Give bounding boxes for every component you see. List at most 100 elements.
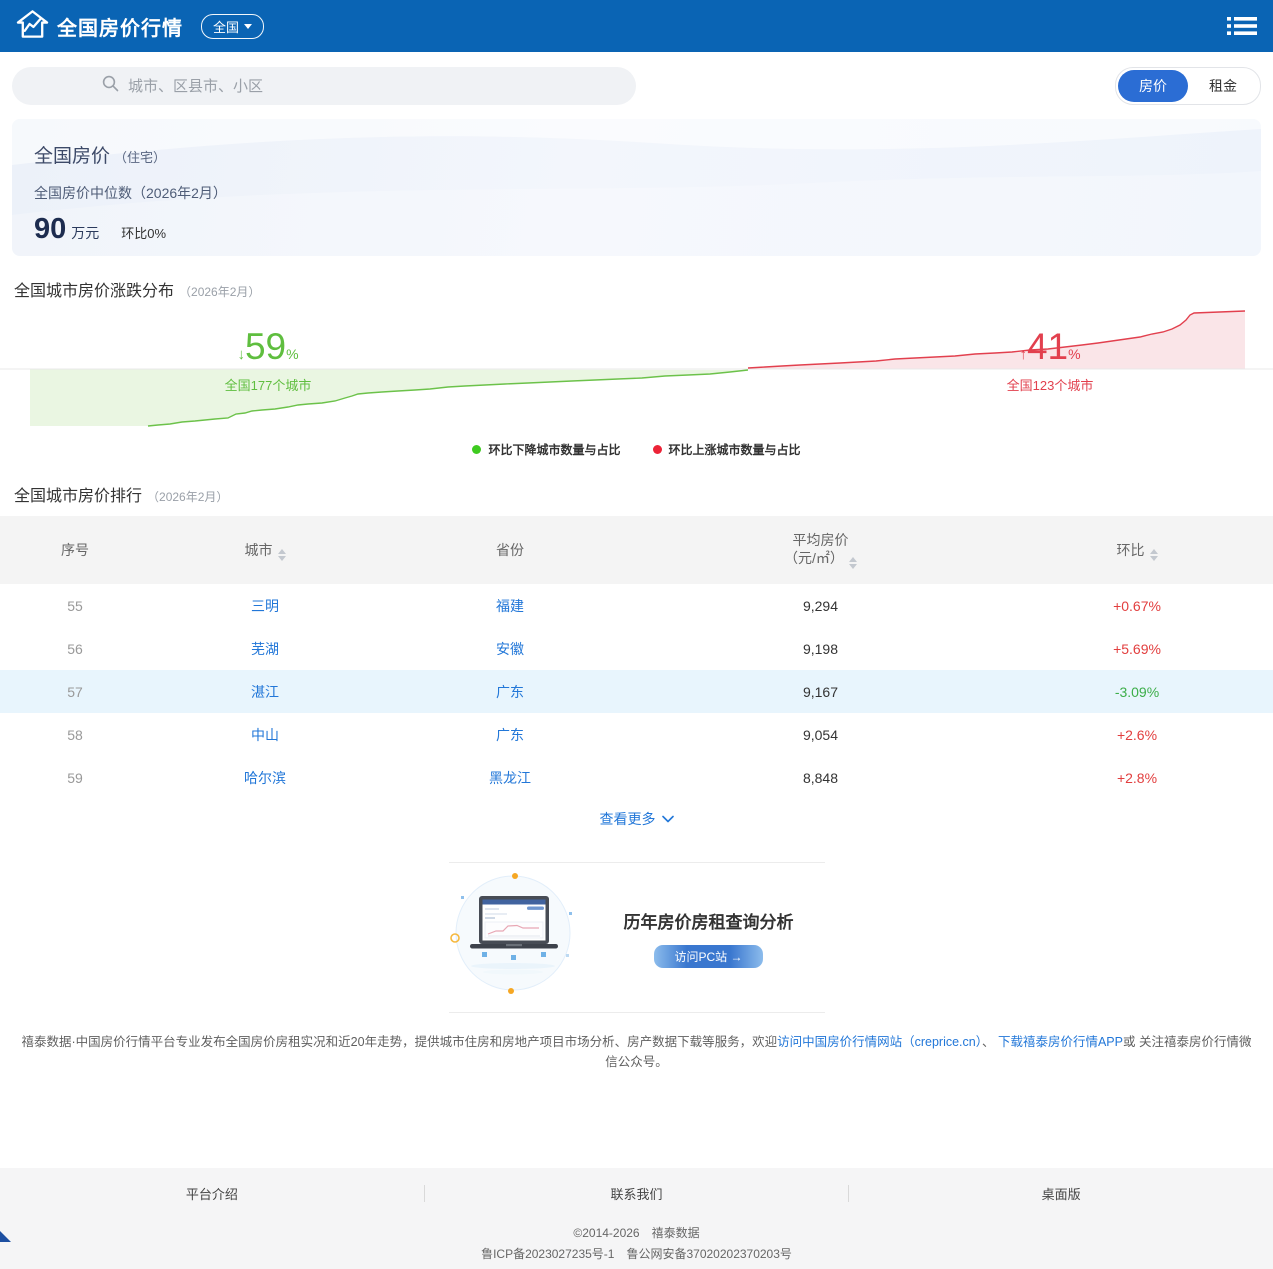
region-selector-button[interactable]: 全国 [201, 13, 265, 39]
distribution-section-title: 全国城市房价涨跌分布 （2026年2月） [14, 283, 261, 300]
ranking-table: 序号 城市 省份 平均房价 （元/㎡） 环比 55 三明 福建 9,294 +0.67%… [0, 516, 1273, 799]
province-link[interactable]: 广东 [496, 683, 524, 700]
sort-icon [1149, 548, 1158, 561]
about-text-segment: 、 [981, 1035, 998, 1049]
legend-item-down: 环比下降城市数量与占比 [472, 441, 621, 458]
sort-icon [277, 548, 286, 561]
legend-up-dot-icon [652, 445, 662, 454]
province-link[interactable]: 安徽 [496, 640, 524, 657]
change-cell: +2.6% [1116, 726, 1158, 743]
laptop-illustration [449, 870, 579, 1005]
about-text-segment: 禧泰数据·中国房价行情平台专业发布全国房价房租实况和近20年走势，提供城市住房和… [21, 1035, 778, 1049]
up-arrow-icon: ↑ [1019, 346, 1027, 363]
city-link[interactable]: 芜湖 [251, 640, 279, 657]
menu-button[interactable] [1227, 14, 1257, 38]
column-header-province: 省份 [496, 542, 524, 558]
price-cell: 9,054 [802, 726, 839, 743]
column-header-price[interactable]: 平均房价 （元/㎡） [640, 531, 1001, 570]
footer-link-1[interactable]: 联系我们 [610, 1187, 663, 1202]
national-price-card: 全国房价 （住宅） 全国房价中位数（2026年2月） 90 万元 环比0% [12, 119, 1261, 256]
app-title: 全国房价行情 [57, 17, 183, 40]
caret-down-icon [244, 23, 253, 29]
province-link[interactable]: 黑龙江 [489, 769, 531, 786]
column-header-rank: 序号 [61, 542, 89, 558]
promo-title: 历年房价房租查询分析 [623, 912, 794, 932]
about-link[interactable]: 访问中国房价行情网站（creprice.cn） [777, 1035, 982, 1049]
distribution-period: （2026年2月） [179, 285, 261, 299]
price-rent-toggle: 房价 租金 [1115, 67, 1261, 105]
site-footer: 平台介绍 联系我们 桌面版 ©2014-2026 禧泰数据 鲁ICP备2023027… [0, 1168, 1273, 1269]
ranking-section-title: 全国城市房价排行 （2026年2月） [14, 488, 229, 505]
about-text-segment: 或 关注禧泰房价行情微信公众号。 [605, 1035, 1252, 1069]
icp-text: 鲁ICP备2023027235号-1 鲁公网安备37020202370203号 [481, 1247, 792, 1261]
legend-down-dot-icon [472, 445, 482, 454]
table-row: 56 芜湖 安徽 9,198 +5.69% [0, 627, 1273, 670]
list-menu-icon [1227, 17, 1257, 35]
distribution-chart-svg [0, 310, 1273, 427]
median-price-unit: 万元 [71, 225, 100, 241]
up-percent-label: ↑ 41% [1019, 326, 1081, 367]
legend-down-label: 环比下降城市数量与占比 [488, 443, 621, 457]
chart-legend: 环比下降城市数量与占比 环比上涨城市数量与占比 [0, 441, 1273, 458]
city-link[interactable]: 中山 [251, 726, 279, 743]
change-cell: +2.8% [1116, 769, 1158, 786]
column-header-city[interactable]: 城市 [150, 540, 380, 561]
price-cell: 8,848 [802, 769, 839, 786]
price-cell: 9,198 [802, 640, 839, 657]
app-header: 全国房价行情 全国 [0, 0, 1273, 52]
visit-pc-site-button[interactable]: 访问PC站 → [654, 944, 763, 968]
table-row: 55 三明 福建 9,294 +0.67% [0, 584, 1273, 627]
province-link[interactable]: 福建 [496, 597, 524, 614]
search-box[interactable] [12, 67, 636, 105]
change-cell: -3.09% [1114, 683, 1160, 700]
city-link[interactable]: 湛江 [251, 683, 279, 700]
change-cell: +5.69% [1113, 640, 1161, 657]
city-link[interactable]: 哈尔滨 [244, 769, 286, 786]
down-percent-label: ↓ 59% [237, 326, 299, 367]
region-selector-label: 全国 [213, 19, 240, 35]
city-link[interactable]: 三明 [251, 597, 279, 614]
corner-decoration [0, 1231, 11, 1242]
about-link[interactable]: 下载禧泰房价行情APP [997, 1035, 1123, 1049]
rank-cell: 57 [67, 683, 83, 700]
home-logo-icon[interactable] [16, 9, 49, 44]
card-title-suffix: （住宅） [114, 150, 167, 165]
ranking-table-header: 序号 城市 省份 平均房价 （元/㎡） 环比 [0, 516, 1273, 584]
tab-house-price[interactable]: 房价 [1118, 70, 1188, 102]
price-cell: 9,167 [802, 683, 839, 700]
search-input[interactable] [128, 77, 448, 95]
down-arrow-icon: ↓ [237, 346, 245, 363]
card-title: 全国房价 （住宅） [34, 146, 167, 167]
mom-change: 环比0% [121, 226, 167, 241]
view-more-link[interactable]: 查看更多 [0, 809, 1273, 829]
rank-cell: 59 [67, 769, 83, 786]
up-cities-label: 全国123个城市 [1006, 378, 1094, 393]
chevron-down-icon [661, 815, 674, 823]
tab-rent[interactable]: 租金 [1209, 78, 1237, 94]
rank-cell: 58 [67, 726, 83, 743]
median-price-value: 90 [34, 213, 67, 245]
search-section: 房价 租金 [0, 52, 1273, 119]
rank-cell: 56 [67, 640, 83, 657]
footer-link-2[interactable]: 桌面版 [1041, 1187, 1081, 1202]
footer-links: 平台介绍 联系我们 桌面版 [0, 1184, 1273, 1203]
table-row: 58 中山 广东 9,054 +2.6% [0, 713, 1273, 756]
footer-divider [423, 1185, 425, 1202]
price-change-distribution-chart: ↓ 59% 全国177个城市 ↑ 41% 全国123个城市 [0, 301, 1273, 431]
pc-site-promo: 历年房价房租查询分析 访问PC站 → [448, 862, 825, 1013]
column-header-change[interactable]: 环比 [1001, 540, 1273, 561]
table-row: 57 湛江 广东 9,167 -3.09% [0, 670, 1273, 713]
ranking-period: （2026年2月） [147, 490, 229, 504]
legend-up-label: 环比上涨城市数量与占比 [668, 443, 801, 457]
sort-icon [848, 557, 857, 570]
footer-link-0[interactable]: 平台介绍 [185, 1187, 238, 1202]
card-subtitle: 全国房价中位数（2026年2月） [34, 185, 227, 201]
legend-item-up: 环比上涨城市数量与占比 [652, 441, 801, 458]
about-description: 禧泰数据·中国房价行情平台专业发布全国房价房租实况和近20年走势，提供城市住房和… [16, 1032, 1257, 1072]
down-cities-label: 全国177个城市 [224, 378, 312, 393]
footer-divider [848, 1185, 850, 1202]
ranking-table-body: 55 三明 福建 9,294 +0.67% 56 芜湖 安徽 9,198 +5.69% 57 湛江 广东… [0, 584, 1273, 799]
change-cell: +0.67% [1113, 597, 1161, 614]
province-link[interactable]: 广东 [496, 726, 524, 743]
search-icon [102, 75, 119, 97]
